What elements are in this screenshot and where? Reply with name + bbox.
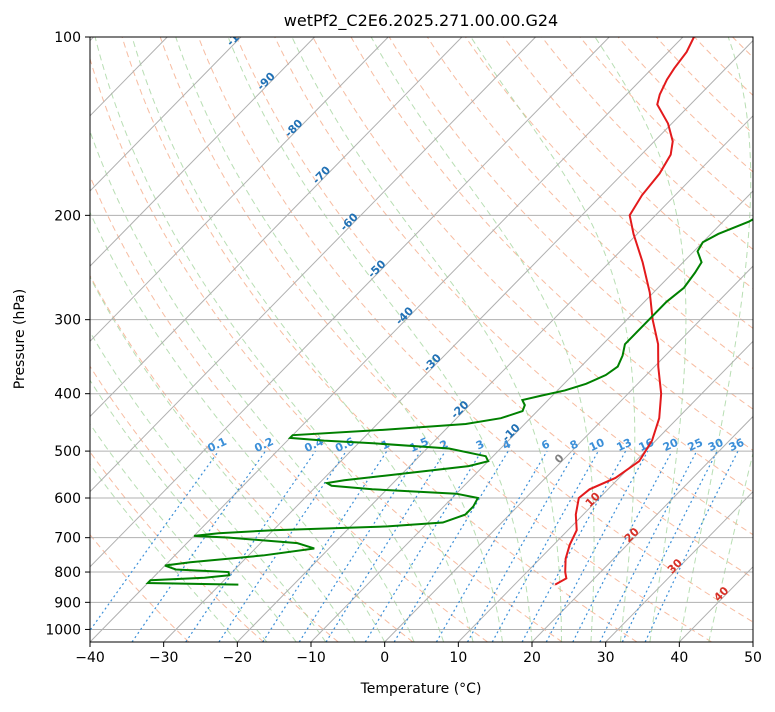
mixing-ratio-label: 20 (661, 436, 681, 454)
dry-adiabat-line (90, 365, 339, 642)
dry-adiabat-line (121, 37, 638, 642)
isotherm-line (384, 265, 753, 642)
mixing-ratio-line (491, 450, 599, 642)
isotherm-label: -100 (224, 20, 253, 49)
mixing-ratio-label: 25 (686, 436, 705, 454)
dry-adiabat-line (90, 57, 563, 642)
mixing-ratio-label: 13 (615, 436, 634, 454)
x-tick-label: 10 (449, 650, 467, 666)
mixing-ratio-line (621, 450, 718, 642)
mixing-ratio-line (393, 450, 509, 642)
moist-adiabat-line (90, 423, 268, 642)
dry-adiabat-line (197, 37, 753, 623)
moist-adiabat-line (90, 463, 238, 642)
axes: −40 −30 −20 −10 0 10 20 30 40 50 100 200 300 400 500 60… (45, 30, 762, 666)
moist-adiabat-line (291, 37, 562, 642)
x-tick-label: 20 (523, 650, 541, 666)
mixing-ratio-line (644, 450, 739, 642)
y-tick-label: 900 (54, 595, 81, 611)
mixing-ratio-line (131, 450, 266, 642)
x-tick-label: −40 (75, 650, 105, 666)
mixing-ratio-line (572, 450, 673, 642)
mixing-ratio-label: 36 (727, 436, 747, 454)
isotherm-line (531, 415, 753, 642)
isotherm-line (90, 37, 610, 568)
y-tick-label: 700 (54, 531, 81, 547)
mixing-ratio-line (435, 450, 548, 642)
moist-adiabat-line (90, 276, 356, 642)
dry-adiabat-line (312, 37, 753, 493)
mixing-ratio-line (521, 450, 627, 642)
isotherm-line (90, 37, 463, 418)
moist-adiabat-line (470, 37, 636, 642)
moist-adiabat-line (708, 451, 753, 642)
isotherm-line (90, 37, 684, 642)
mixing-ratio-line (466, 450, 577, 642)
isotherm-line (90, 37, 389, 343)
moist-adiabat-line (90, 379, 297, 642)
dry-adiabat-line (90, 451, 264, 642)
isotherm-line (90, 37, 536, 493)
mixing-ratio-line (262, 450, 388, 642)
moist-adiabat-line (678, 37, 752, 642)
dry-adiabat-line (388, 37, 753, 410)
dry-adiabat-line (159, 37, 712, 642)
isotherm-line (605, 490, 753, 642)
x-axis-label: Temperature (°C) (360, 681, 482, 697)
x-tick-label: −10 (296, 650, 326, 666)
isotherm-line (90, 37, 315, 267)
y-tick-label: 200 (54, 208, 81, 224)
mixing-ratio-line (599, 450, 698, 642)
x-tick-label: 30 (597, 650, 615, 666)
moist-adiabat-line (227, 37, 533, 642)
mixing-ratio-line (545, 450, 649, 642)
x-tick-label: 0 (380, 650, 389, 666)
y-tick-label: 400 (54, 387, 81, 403)
mixing-ratio-line (325, 450, 446, 642)
y-tick-label: 1000 (45, 622, 81, 638)
y-tick-label: 600 (54, 491, 81, 507)
plot-frame (89, 36, 754, 643)
moist-adiabat-line (90, 330, 327, 642)
moist-adiabat-line (175, 37, 504, 642)
sounding-profiles (145, 37, 753, 586)
x-tick-label: −20 (223, 650, 253, 666)
moist-adiabat-line (90, 211, 386, 642)
x-tick-label: −30 (149, 650, 179, 666)
x-tick-label: 40 (670, 650, 688, 666)
y-tick-label: 100 (54, 30, 81, 46)
y-axis-label: Pressure (hPa) (12, 289, 28, 389)
mixing-ratio-label: 10 (587, 436, 607, 454)
dry-adiabat-line (90, 175, 488, 642)
isotherm-line (236, 115, 753, 642)
moist-adiabat-line (594, 37, 687, 642)
mixing-ratio-label: 30 (706, 436, 726, 454)
y-tick-label: 800 (54, 565, 81, 581)
moist-adiabat-line (94, 37, 445, 642)
chart-title: wetPf2_C2E6.2025.271.00.00.G24 (284, 11, 558, 31)
profile-line (554, 37, 695, 586)
isotherm-line (457, 340, 753, 642)
dry-adiabat-line (426, 37, 753, 370)
profile-line (145, 218, 753, 586)
isotherm-line (90, 37, 242, 192)
dry-adiabat-line (236, 37, 753, 579)
y-tick-label: 300 (54, 313, 81, 329)
moist-adiabat-line (131, 37, 474, 642)
isotherm-line (310, 190, 753, 642)
dry-adiabat-line (350, 37, 753, 451)
y-tick-label: 500 (54, 444, 81, 460)
mixing-ratio-line (90, 450, 220, 632)
mixing-ratio-line (364, 450, 483, 642)
x-tick-label: 50 (744, 650, 762, 666)
